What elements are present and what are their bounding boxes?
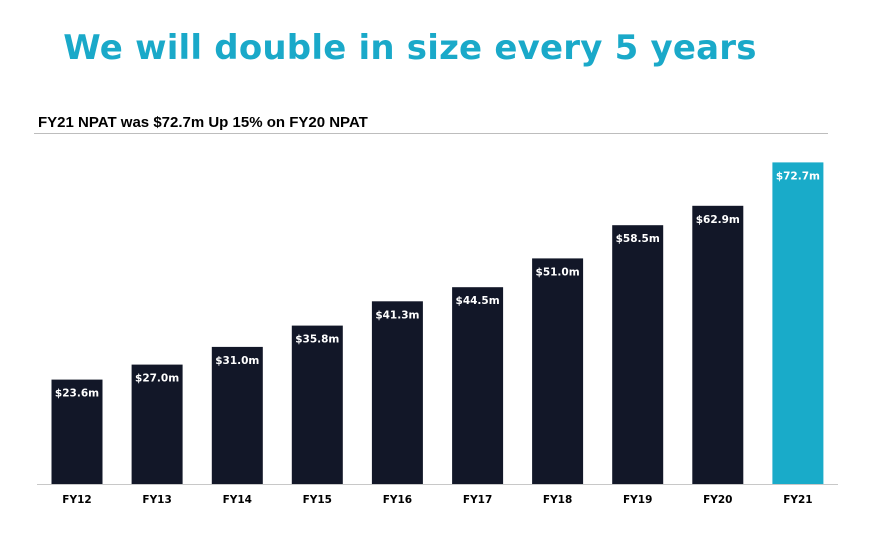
data-label-fy14: $31.0m — [215, 355, 259, 367]
x-tick-fy15: FY15 — [303, 494, 332, 506]
subtitle-divider — [34, 133, 828, 134]
data-label-fy13: $27.0m — [135, 373, 179, 385]
data-label-fy15: $35.8m — [295, 334, 339, 346]
data-label-fy18: $51.0m — [536, 266, 580, 278]
x-tick-fy18: FY18 — [543, 494, 572, 506]
data-label-fy19: $58.5m — [616, 233, 660, 245]
x-tick-fy20: FY20 — [703, 494, 732, 506]
data-label-fy16: $41.3m — [375, 309, 419, 321]
bar-fy21 — [772, 162, 824, 484]
x-tick-fy19: FY19 — [623, 494, 652, 506]
bar-fy12 — [51, 379, 103, 484]
chart-subtitle: FY21 NPAT was $72.7m Up 15% on FY20 NPAT — [38, 114, 368, 131]
bar-fy13 — [131, 364, 183, 484]
data-label-fy20: $62.9m — [696, 214, 740, 226]
bars-group: $23.6m $27.0m $31.0m $35.8m $41.3m $44.5m $51.… — [51, 162, 824, 485]
bar-fy14 — [211, 346, 263, 484]
data-label-fy21: $72.7m — [776, 170, 820, 182]
bar-fy15 — [291, 325, 343, 484]
bar-fy17 — [452, 287, 504, 484]
x-tick-fy14: FY14 — [223, 494, 252, 506]
bar-fy19 — [612, 225, 664, 484]
bar-fy20 — [692, 205, 744, 485]
data-label-fy17: $44.5m — [456, 295, 500, 307]
x-tick-fy21: FY21 — [783, 494, 812, 506]
x-tick-fy17: FY17 — [463, 494, 492, 506]
x-axis-ticks: FY12 FY13 FY14 FY15 FY16 FY17 FY18 FY19 FY20 FY21 — [62, 494, 812, 506]
page-title: We will double in size every 5 years — [63, 28, 757, 68]
bar-fy18 — [532, 258, 584, 484]
x-tick-fy12: FY12 — [62, 494, 91, 506]
data-label-fy12: $23.6m — [55, 388, 99, 400]
x-tick-fy13: FY13 — [142, 494, 171, 506]
bar-fy16 — [371, 301, 423, 484]
x-tick-fy16: FY16 — [383, 494, 412, 506]
